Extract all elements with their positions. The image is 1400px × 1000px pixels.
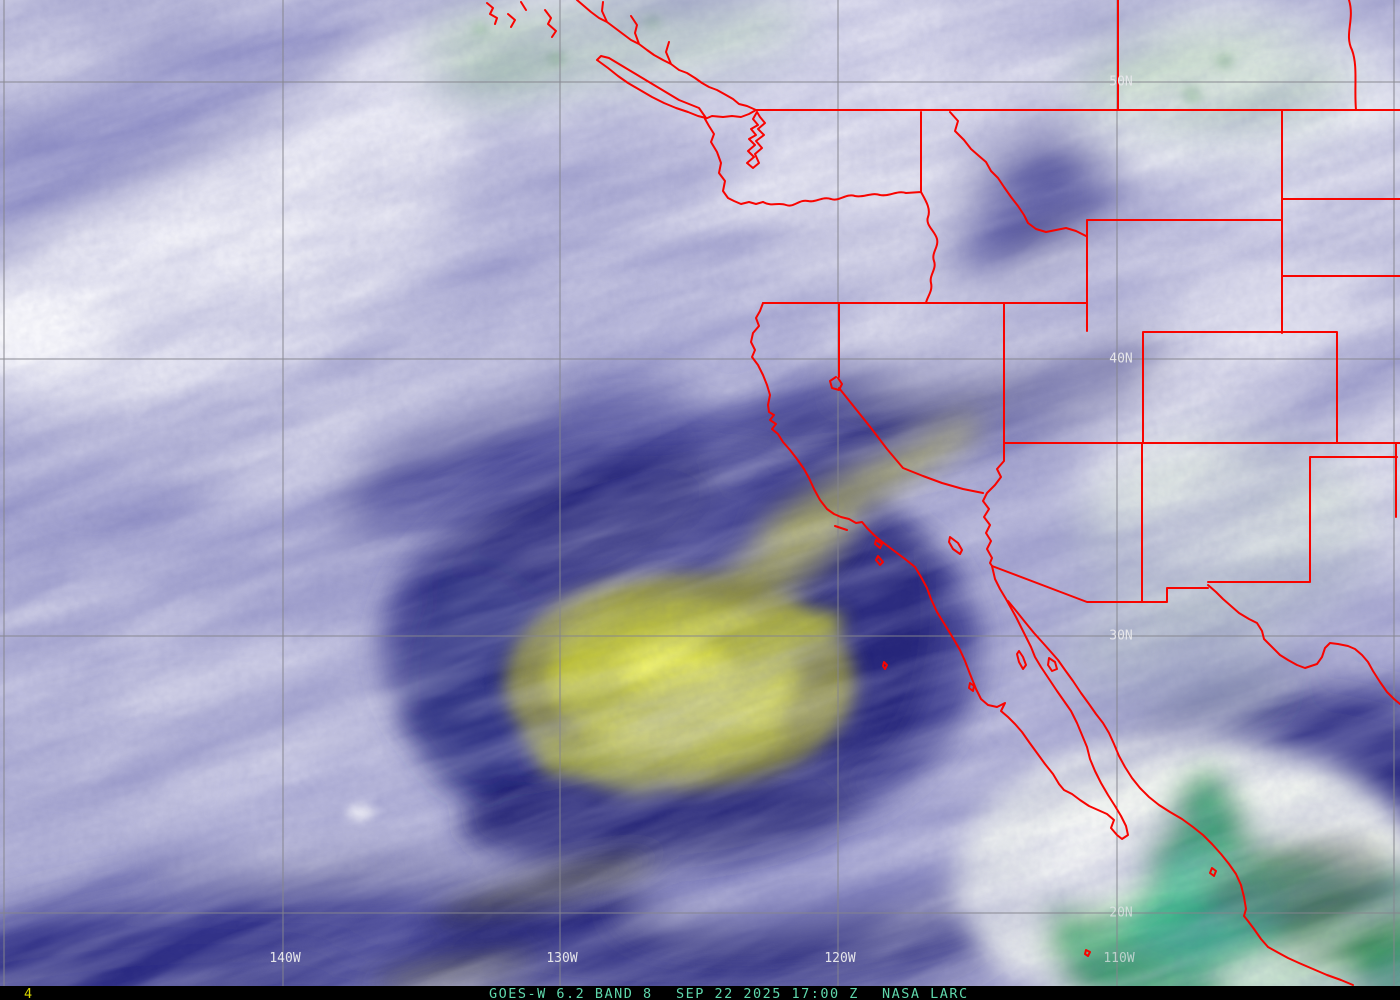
pacific-northwest-coast-path xyxy=(486,0,766,205)
state-borders-path xyxy=(755,0,1400,603)
frame-number: 4 xyxy=(24,986,34,1000)
lat-label-30n: 30N xyxy=(1109,629,1132,644)
baja-california-path xyxy=(914,565,1129,840)
caption-bar: 4 GOES-W 6.2 BAND 8 SEP 22 2025 17:00 Z … xyxy=(0,986,1400,1000)
lat-label-50n: 50N xyxy=(1109,75,1132,90)
lat-label-20n: 20N xyxy=(1109,906,1132,921)
mexico-border-rio-grande-path xyxy=(991,565,1400,705)
sonora-coast-path xyxy=(1007,600,1354,986)
lon-label-110w: 110W xyxy=(1103,951,1134,966)
product-label: GOES-W 6.2 BAND 8 xyxy=(489,986,653,1000)
lon-label-140w: 140W xyxy=(269,951,300,966)
california-coast-path xyxy=(750,302,916,568)
grid-labels: 50N 40N 30N 20N 140W 130W 120W 110W xyxy=(269,75,1134,967)
nevada-colorado-river-path xyxy=(829,302,1005,567)
map-boundaries xyxy=(486,0,1400,986)
lon-label-120w: 120W xyxy=(824,951,855,966)
caption-bar-background xyxy=(0,986,1400,1000)
lat-label-40n: 40N xyxy=(1109,352,1132,367)
timestamp-label: SEP 22 2025 17:00 Z xyxy=(676,986,859,1000)
lon-label-130w: 130W xyxy=(546,951,577,966)
credit-label: NASA LARC xyxy=(882,986,969,1000)
islands-lakes-path xyxy=(834,525,1217,957)
